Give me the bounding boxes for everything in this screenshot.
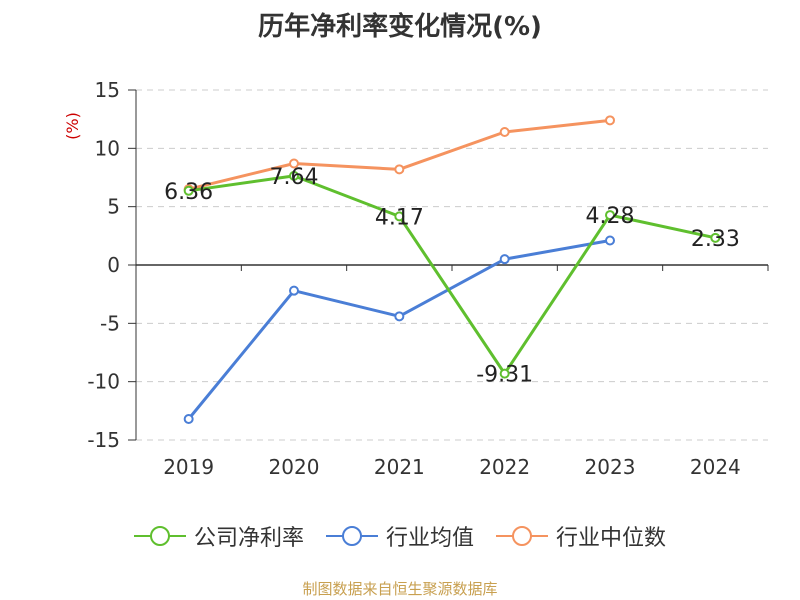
data-point: [499, 254, 510, 265]
data-label: -9.31: [476, 363, 533, 388]
data-label: 4.28: [586, 204, 635, 229]
data-point: [394, 311, 405, 322]
y-tick-label: 10: [95, 136, 120, 160]
data-point: [289, 170, 299, 181]
legend-label-industry-median: 行业中位数: [556, 526, 667, 551]
legend-line-icon: [325, 526, 378, 546]
legend-item-industry-avg[interactable]: 行业均值: [325, 520, 474, 552]
data-label: 4.17: [375, 205, 424, 230]
y-tick-label: 0: [107, 253, 120, 277]
y-tick-label: 15: [95, 78, 120, 102]
data-point: [183, 414, 194, 424]
data-label: 2.33: [691, 227, 740, 252]
legend-label-company: 公司净利率: [193, 526, 304, 551]
legend-item-industry-median[interactable]: 行业中位数: [496, 520, 666, 552]
data-label: 7.64: [270, 165, 319, 190]
legend-line-icon: [133, 526, 186, 546]
legend-label-industry-avg: 行业均值: [385, 526, 474, 551]
data-point: [605, 235, 615, 246]
y-tick-label: -5: [100, 311, 120, 335]
source-note: 制图数据来自恒生聚源数据库: [302, 580, 498, 598]
y-axis-label: (%): [63, 112, 82, 140]
y-tick-label: -10: [87, 370, 120, 394]
series-line: [187, 239, 611, 420]
data-point: [499, 368, 510, 379]
data-point: [394, 211, 405, 222]
data-point: [183, 185, 194, 196]
x-tick-label: 2022: [479, 455, 530, 479]
data-point: [605, 115, 615, 126]
data-point: [289, 285, 299, 296]
legend-line-icon: [496, 526, 548, 546]
chart-title: 历年净利率变化情况(%): [258, 12, 542, 42]
data-point: [710, 232, 721, 243]
data-point: [499, 127, 510, 137]
legend-item-company[interactable]: 公司净利率: [133, 520, 304, 552]
series-line: [188, 118, 611, 191]
data-point: [394, 164, 405, 175]
series-line: [188, 174, 716, 376]
data-point: [289, 158, 299, 169]
data-label: 6.36: [164, 180, 213, 205]
y-tick-label: 5: [107, 195, 120, 219]
x-tick-label: 2021: [374, 455, 425, 479]
x-tick-label: 2023: [585, 455, 636, 479]
legend: 公司净利率 行业均值 行业中位数: [0, 520, 800, 552]
x-tick-label: 2024: [690, 455, 741, 479]
x-tick-label: 2019: [163, 455, 214, 479]
y-tick-label: -15: [87, 428, 120, 452]
x-tick-label: 2020: [269, 455, 320, 479]
data-point: [605, 210, 615, 221]
